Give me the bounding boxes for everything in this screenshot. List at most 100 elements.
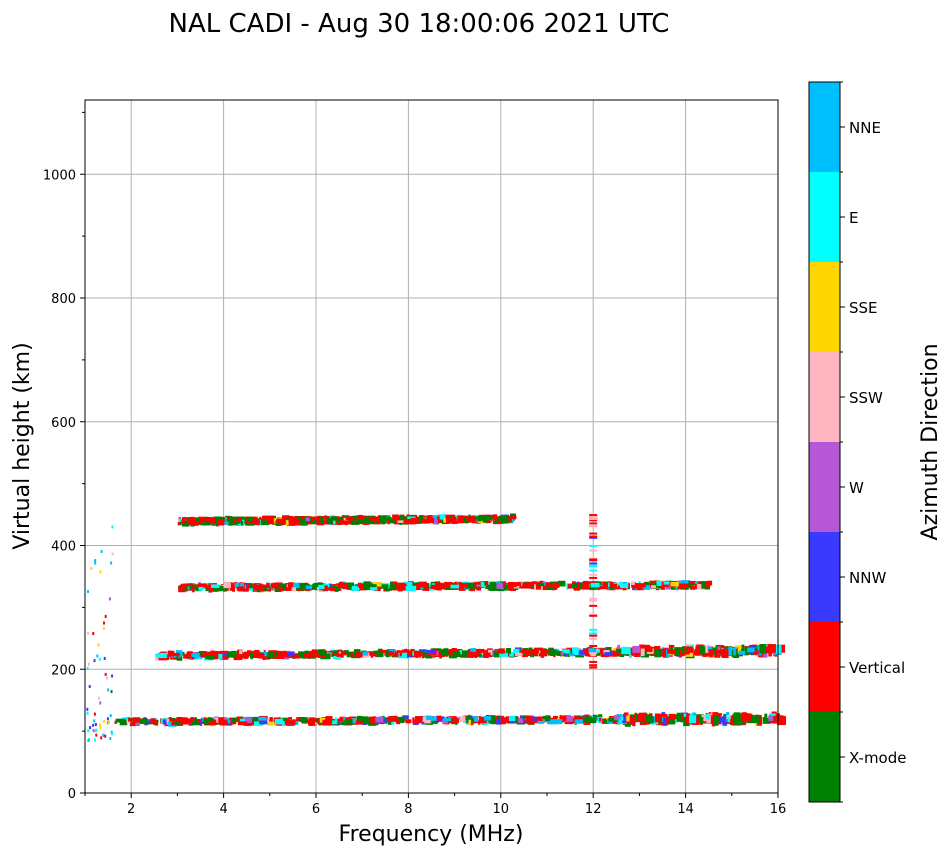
echo-point bbox=[401, 582, 405, 587]
echo-point bbox=[213, 587, 219, 592]
echo-point bbox=[507, 582, 510, 589]
echo-point bbox=[102, 733, 105, 737]
echo-point bbox=[339, 651, 347, 656]
echo-point bbox=[531, 649, 539, 655]
echo-point bbox=[181, 517, 186, 524]
echo-point bbox=[427, 518, 435, 523]
echo-point bbox=[320, 517, 324, 524]
echo-point bbox=[180, 583, 187, 590]
echo-point bbox=[168, 717, 173, 723]
echo-point bbox=[450, 717, 457, 724]
echo-point bbox=[537, 720, 545, 724]
colorbar-tick-label: SSW bbox=[849, 389, 883, 407]
echo-point bbox=[683, 580, 689, 587]
echo-point bbox=[694, 584, 697, 590]
echo-point bbox=[526, 715, 534, 722]
echo-point bbox=[178, 518, 182, 522]
echo-point bbox=[432, 515, 440, 520]
echo-point bbox=[484, 518, 492, 523]
echo-point bbox=[186, 651, 193, 656]
echo-point bbox=[325, 653, 331, 660]
echo-point bbox=[314, 650, 319, 656]
echo-point bbox=[269, 717, 273, 722]
echo-point bbox=[394, 517, 400, 521]
colorbar-swatch-e bbox=[809, 172, 840, 262]
echo-point bbox=[505, 516, 511, 521]
echo-point bbox=[741, 717, 745, 725]
echo-point bbox=[438, 652, 442, 657]
echo-point bbox=[403, 518, 413, 524]
echo-point bbox=[508, 515, 517, 519]
echo-point bbox=[242, 586, 249, 592]
echo-point bbox=[728, 646, 732, 656]
echo-point bbox=[281, 515, 285, 521]
echo-point bbox=[418, 582, 423, 587]
echo-point bbox=[237, 586, 245, 592]
echo-point bbox=[721, 649, 729, 658]
echo-point bbox=[249, 652, 254, 659]
echo-point bbox=[99, 701, 102, 705]
echo-point bbox=[613, 583, 618, 589]
echo-point bbox=[507, 720, 516, 724]
echo-point bbox=[398, 716, 406, 721]
echo-point bbox=[159, 652, 168, 659]
echo-point bbox=[349, 520, 357, 525]
echo-point bbox=[358, 583, 362, 589]
echo-point bbox=[195, 518, 203, 523]
echo-point bbox=[592, 714, 597, 721]
echo-point bbox=[110, 561, 113, 565]
echo-point bbox=[90, 566, 93, 570]
y-tick-label: 800 bbox=[51, 292, 76, 307]
echo-point bbox=[571, 583, 579, 589]
echo-point bbox=[589, 613, 598, 616]
echo-point bbox=[399, 514, 405, 521]
echo-point bbox=[313, 519, 317, 523]
echo-point bbox=[452, 518, 461, 523]
echo-point bbox=[190, 517, 195, 522]
echo-point bbox=[458, 519, 465, 523]
x-axis: 2 4 6 8 10 12 14 16 bbox=[84, 793, 786, 817]
echo-point bbox=[616, 713, 623, 724]
echo-point bbox=[399, 719, 405, 724]
echo-point bbox=[102, 621, 105, 625]
colorbar-tick-label: X-mode bbox=[849, 749, 906, 767]
echo-point bbox=[496, 583, 504, 589]
echo-point bbox=[156, 653, 163, 658]
echo-point bbox=[104, 614, 107, 618]
echo-point bbox=[426, 715, 433, 721]
echo-point bbox=[608, 717, 618, 722]
echo-point bbox=[691, 650, 698, 655]
echo-point bbox=[208, 655, 216, 660]
echo-point bbox=[298, 651, 307, 657]
echo-point bbox=[92, 729, 95, 733]
colorbar: X-mode Vertical NNW W SSW SSE E NNE bbox=[808, 81, 906, 803]
echo-point bbox=[424, 717, 431, 724]
echo-point bbox=[557, 719, 563, 725]
echo-point bbox=[267, 718, 271, 723]
echo-point bbox=[99, 570, 102, 574]
echo-point bbox=[389, 581, 393, 588]
echo-point bbox=[336, 653, 343, 657]
echo-point bbox=[282, 721, 285, 726]
echo-point bbox=[443, 518, 446, 523]
echo-point bbox=[541, 649, 550, 653]
echo-point bbox=[231, 518, 236, 524]
echo-point bbox=[259, 585, 263, 591]
echo-point bbox=[268, 586, 271, 592]
echo-point bbox=[451, 648, 457, 654]
echo-point bbox=[589, 632, 598, 635]
echo-point bbox=[468, 719, 472, 725]
echo-point bbox=[632, 716, 636, 727]
echo-point bbox=[705, 581, 711, 588]
echo-point bbox=[522, 718, 526, 723]
echo-point bbox=[459, 716, 466, 722]
echo-point bbox=[641, 713, 646, 723]
echo-point bbox=[198, 583, 207, 588]
echo-point bbox=[485, 649, 489, 655]
echo-point bbox=[305, 585, 313, 590]
echo-point bbox=[284, 587, 292, 591]
echo-point bbox=[667, 648, 673, 654]
echo-point bbox=[591, 648, 600, 653]
echo-point bbox=[589, 599, 598, 602]
echo-point bbox=[379, 515, 387, 522]
